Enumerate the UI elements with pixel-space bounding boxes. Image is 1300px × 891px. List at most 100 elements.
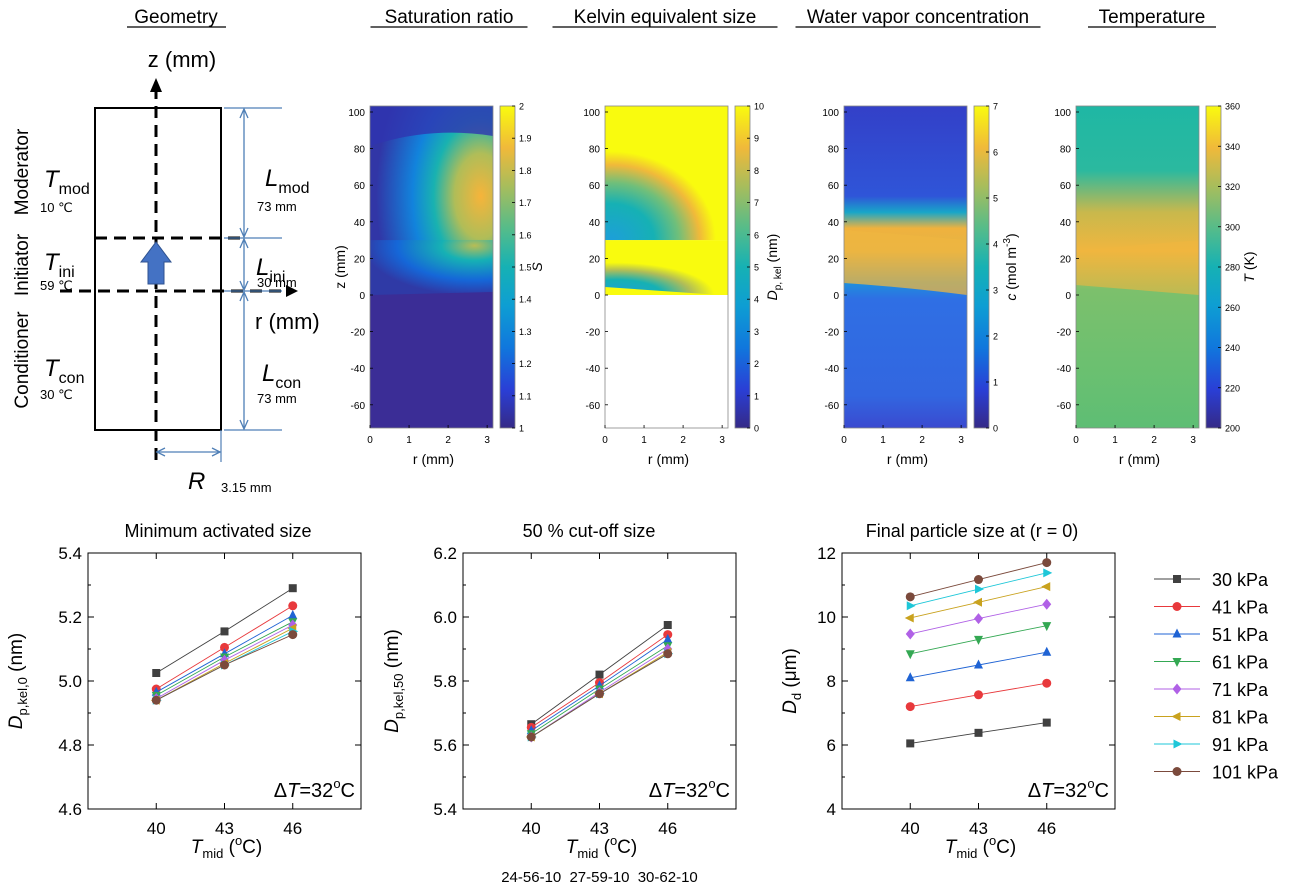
text-span: D <box>764 290 780 300</box>
section-label-conditioner: Conditioner <box>12 311 33 409</box>
x-tick-label: 40 <box>147 819 166 838</box>
legend-label: 71 kPa <box>1212 680 1269 700</box>
y-tick-label: 5.6 <box>433 736 457 755</box>
text-span: ( <box>223 837 235 858</box>
colorbar-tick-label: 1.9 <box>519 134 532 144</box>
marker-circle <box>1172 602 1182 611</box>
text-span: ini <box>269 269 285 286</box>
y-tick-label: 20 <box>828 254 840 265</box>
condition-label: 30-62-10 <box>638 869 698 886</box>
marker-diamond <box>905 628 915 640</box>
colorbar-tick-label: 10 <box>754 102 764 112</box>
chart-title: Minimum activated size <box>124 521 311 541</box>
geometry-panel: Geometry z (mm) r (mm) Moderator Initiator Co… <box>12 7 320 495</box>
text-span: T <box>1241 273 1257 283</box>
colorbar-tick-label: 240 <box>1225 343 1240 353</box>
field-map-1: Saturation ratio 100 80 60 40 20 0 -20 -40 -60 0 1 2… <box>332 7 545 467</box>
y-axis-label: Dp,kel,0 (nm) <box>6 633 30 729</box>
text-span: o <box>989 833 996 848</box>
colorbar-tick-label: 360 <box>1225 102 1240 112</box>
y-tick-label: 6.2 <box>433 544 457 563</box>
text-span: T <box>44 166 61 193</box>
z-axis-arrowhead <box>150 78 162 92</box>
y-tick-label: 100 <box>348 108 365 119</box>
y-tick-label: -40 <box>586 364 601 375</box>
chart-title: 50 % cut-off size <box>523 521 656 541</box>
y-tick-label: -20 <box>825 328 840 339</box>
x-axis-label: r (mm) <box>1119 451 1160 467</box>
text-span: p, kel <box>773 266 784 290</box>
colorbar-tick-label: 1.7 <box>519 198 532 208</box>
x-tick-label: 2 <box>919 435 925 446</box>
y-tick-label: 100 <box>583 108 600 119</box>
colorbar-label: c (mol m-3) <box>1002 233 1019 300</box>
temp-symbol-ini: Tini <box>44 249 75 281</box>
y-tick-label: 100 <box>822 108 839 119</box>
colorbar-tick-label: 2 <box>519 102 524 112</box>
line-charts: Minimum activated size 4.6 4.8 5.0 5.2 5.4 40 4… <box>6 521 1116 886</box>
text-span: p,kel,50 <box>391 674 406 720</box>
y-tick-label: 20 <box>589 254 601 265</box>
chamber-box <box>94 107 222 431</box>
x-tick-label: 1 <box>880 435 886 446</box>
legend-label: 81 kPa <box>1212 708 1269 728</box>
text-span: T <box>566 837 579 858</box>
y-tick-label: 4 <box>827 800 836 819</box>
x-tick-label: 0 <box>1073 435 1079 446</box>
length-value-con: 73 mm <box>257 391 297 406</box>
y-tick-label: 5.2 <box>58 608 82 627</box>
colorbar-tick-label: 0 <box>754 424 759 434</box>
text-span: =32 <box>674 780 708 802</box>
text-span: o <box>610 833 617 848</box>
text-span: Δ <box>649 780 662 802</box>
y-tick-label: 5.8 <box>433 672 457 691</box>
x-tick-label: 46 <box>1037 819 1056 838</box>
y-tick-label: 80 <box>354 145 366 156</box>
legend-label: 91 kPa <box>1212 735 1269 755</box>
x-tick-label: 46 <box>283 819 302 838</box>
x-axis-label: Tmid (oC) <box>566 833 637 861</box>
colorbar-tick-label: 0 <box>993 424 998 434</box>
marker-square <box>1042 718 1051 727</box>
colorbar-tick-label: 8 <box>754 166 759 176</box>
colorbar-tick-label: 200 <box>1225 424 1240 434</box>
marker-square <box>152 669 161 677</box>
x-axis-label: Tmid (oC) <box>191 833 262 861</box>
marker-triangle-up <box>974 659 983 669</box>
colorbar-label: Dp, kel (nm) <box>764 234 784 301</box>
x-tick-label: 40 <box>522 819 541 838</box>
y-tick-label: 20 <box>1060 254 1072 265</box>
colorbar-tick-label: 1 <box>993 378 998 388</box>
marker-hexagon <box>1172 767 1182 776</box>
text-span: D <box>6 715 27 729</box>
geometry-title: Geometry <box>134 7 218 28</box>
colorbar-tick-label: 220 <box>1225 383 1240 393</box>
text-span: T <box>945 837 958 858</box>
colorbar-tick-label: 320 <box>1225 182 1240 192</box>
plot-frame <box>843 105 968 429</box>
marker-circle <box>220 642 229 652</box>
text-span: ini <box>59 264 75 281</box>
text-span: con <box>275 375 301 392</box>
text-span: o <box>708 776 715 791</box>
text-span: Δ <box>274 780 287 802</box>
text-span: D <box>382 719 403 733</box>
x-tick-label: 3 <box>958 435 964 446</box>
marker-triangle-left <box>1041 582 1051 592</box>
dimension-arrow-bottom-2 <box>239 419 249 431</box>
y-tick-label: 20 <box>354 254 366 265</box>
length-value-ini: 30 mm <box>257 275 297 290</box>
marker-hexagon <box>663 649 673 659</box>
text-span: L <box>265 165 278 192</box>
colorbar-tick-label: 1.1 <box>519 391 532 401</box>
text-span: ( <box>977 837 989 858</box>
x-tick-label: 43 <box>969 819 988 838</box>
marker-triangle-right <box>1043 568 1053 578</box>
x-tick-label: 43 <box>215 819 234 838</box>
colorbar-tick-label: 6 <box>993 148 998 158</box>
colorbar-tick-label: 280 <box>1225 263 1240 273</box>
marker-hexagon <box>595 689 604 699</box>
colorbar-tick-label: 3 <box>993 286 998 296</box>
field-map-title: Temperature <box>1099 7 1206 28</box>
field-region-initiator <box>844 230 967 295</box>
